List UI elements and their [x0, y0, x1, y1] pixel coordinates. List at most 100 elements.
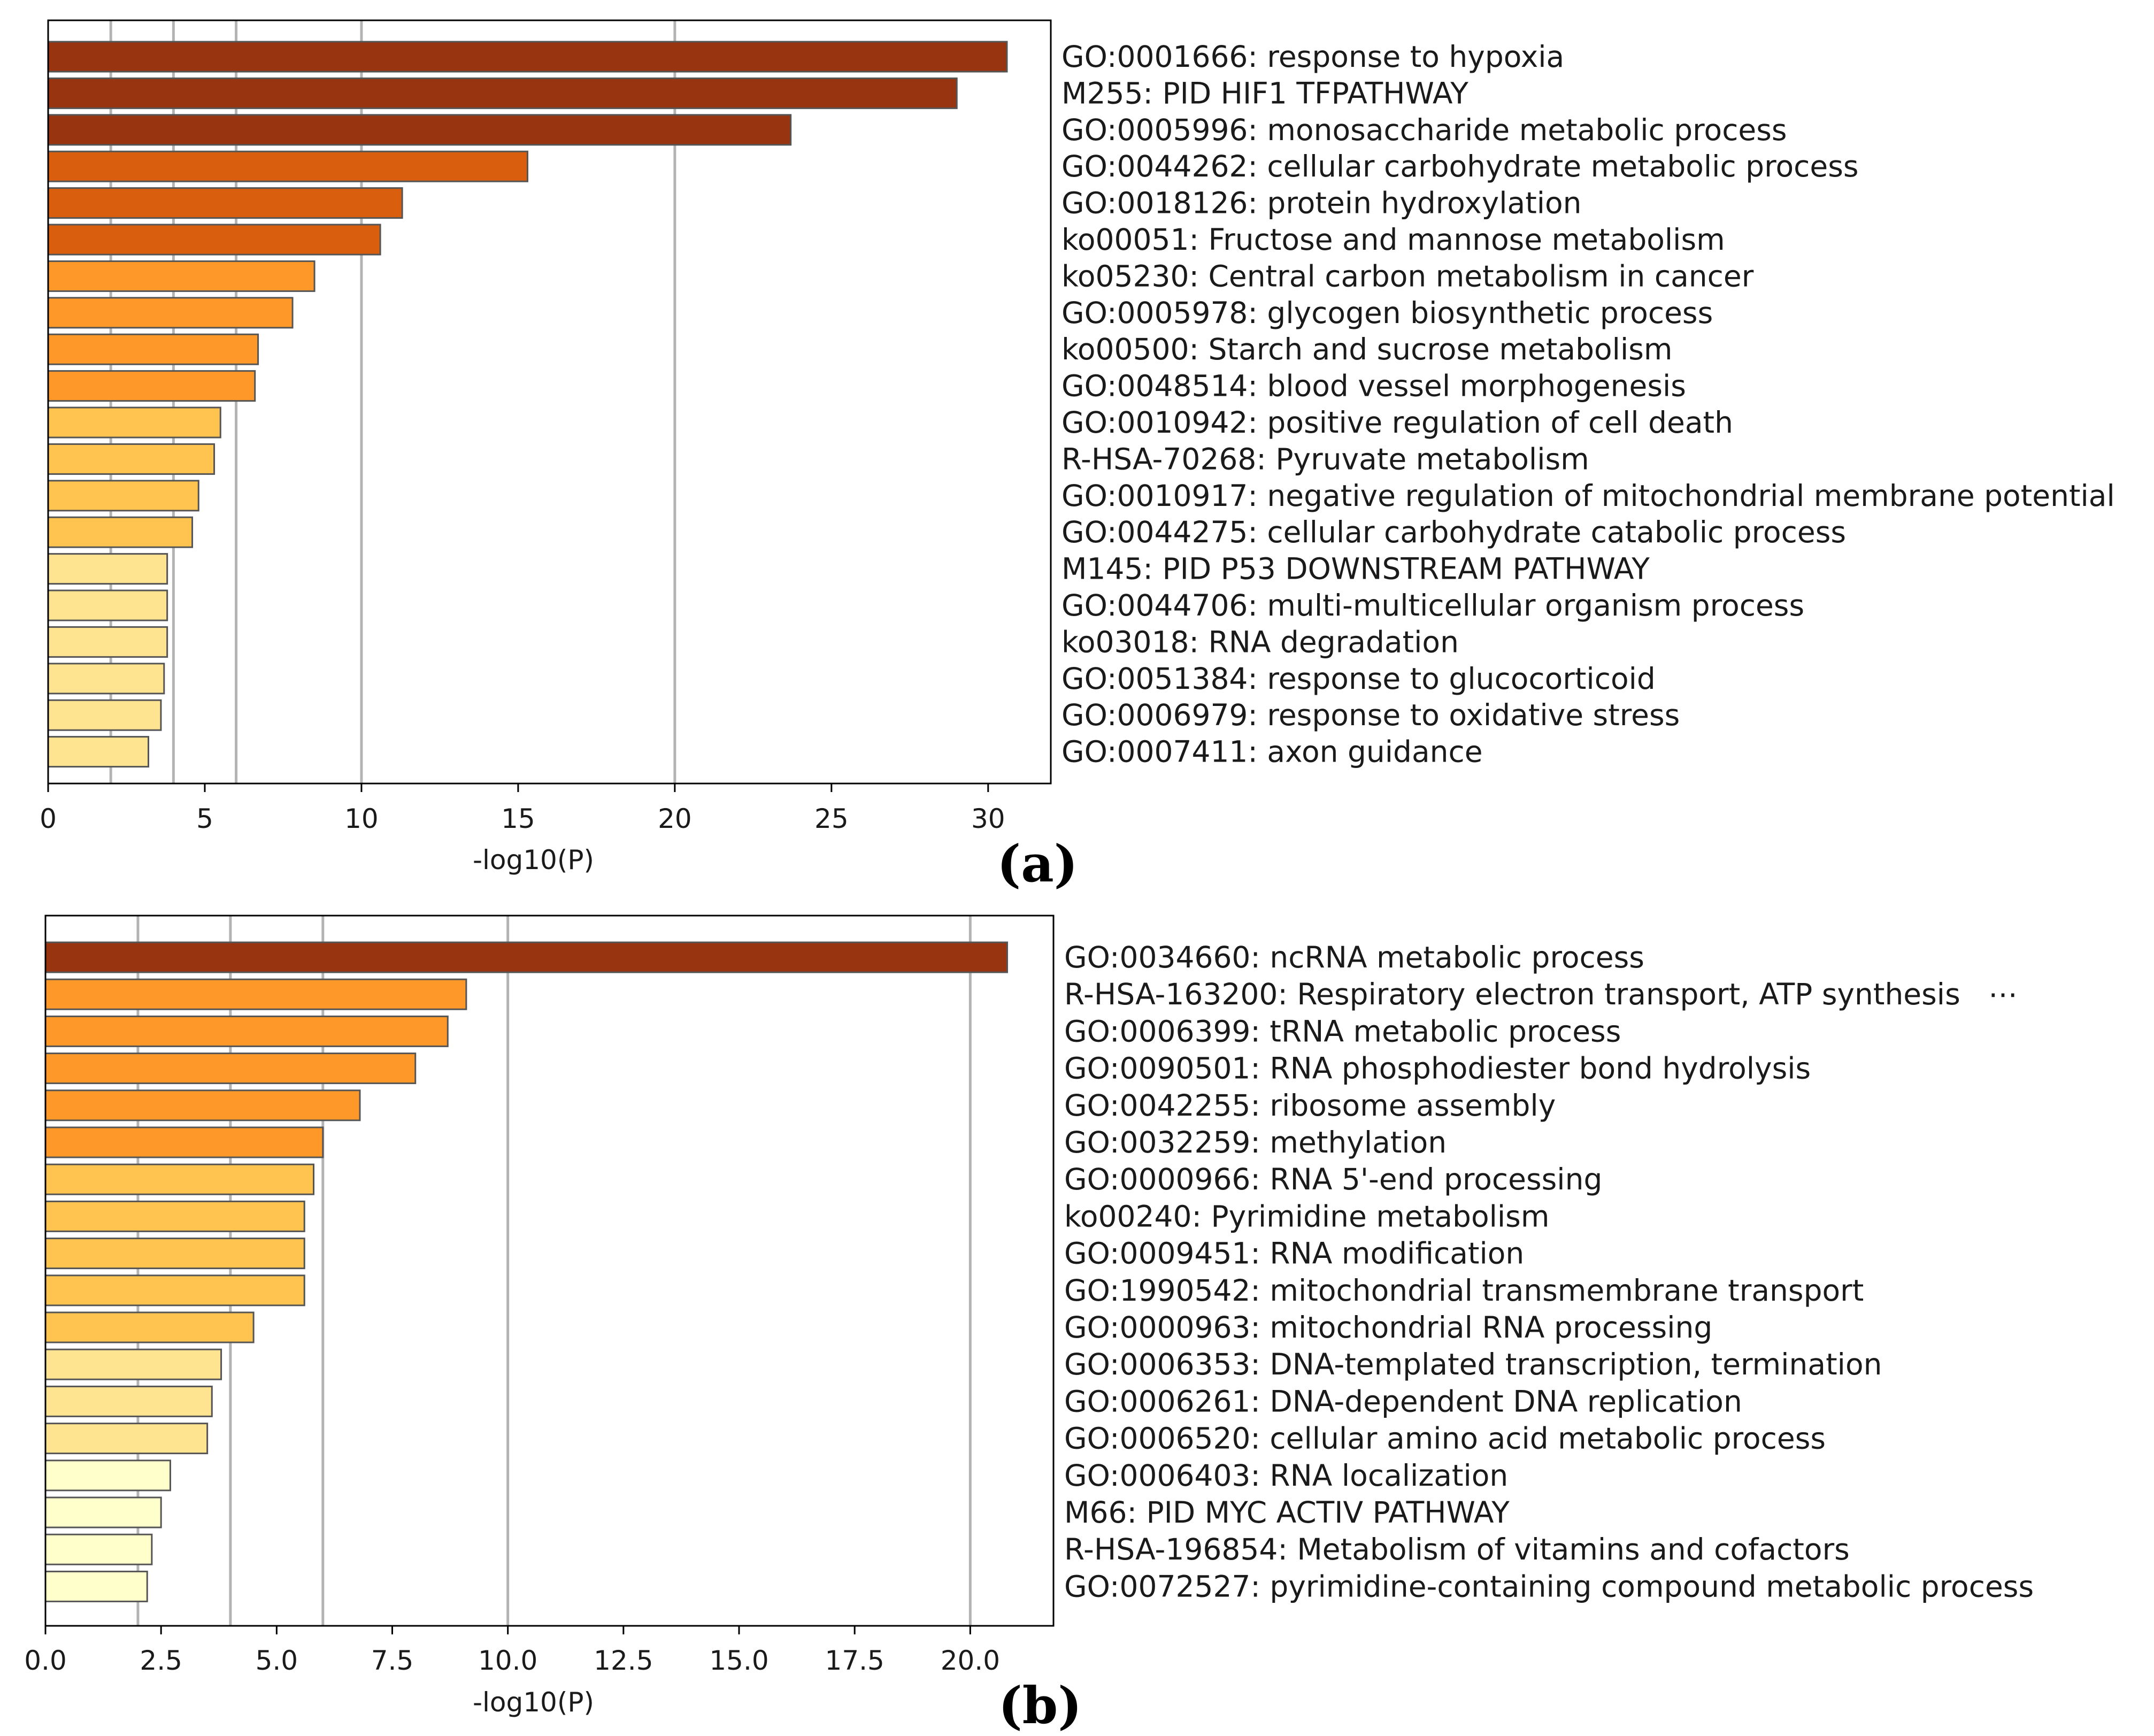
- panel-b-term-label: GO:1990542: mitochondrial transmembrane …: [1064, 1273, 1864, 1308]
- panel-b-bar: [44, 1200, 305, 1232]
- panel-a-x-tick-label: 30: [971, 803, 1005, 834]
- panel-b-bar: [44, 1348, 222, 1380]
- panel-a-bar: [47, 406, 221, 439]
- panel-a-term-label: M145: PID P53 DOWNSTREAM PATHWAY: [1061, 552, 1650, 586]
- panel-a-x-tick-label: 15: [501, 803, 535, 834]
- panel-a-bar: [47, 480, 199, 512]
- panel-a-bar: [47, 224, 381, 256]
- panel-a-bar: [47, 260, 316, 292]
- panel-b-bar: [44, 1311, 255, 1343]
- panel-b-term-label: GO:0009451: RNA modification: [1064, 1236, 1524, 1271]
- panel-b-bar: [44, 1274, 305, 1307]
- panel-b-bar: [44, 1460, 171, 1492]
- panel-b-panel-label: (b): [998, 1676, 1082, 1735]
- panel-a-bar: [47, 187, 403, 219]
- panel-a-bar: [47, 41, 1008, 73]
- panel-a-bar: [47, 516, 194, 548]
- panel-b-bar: [44, 978, 467, 1010]
- panel-b-bar: [44, 1238, 305, 1270]
- panel-a-x-axis-label: -log10(P): [473, 844, 594, 875]
- panel-a-term-label: GO:0051384: response to glucocorticoid: [1061, 662, 1656, 696]
- panel-b-x-tick-label: 7.5: [371, 1645, 414, 1676]
- panel-a-bar: [47, 333, 259, 365]
- panel-b-bar: [44, 1570, 148, 1602]
- panel-b-x-tick-label: 17.5: [825, 1645, 884, 1676]
- panel-b-bar: [44, 1496, 162, 1528]
- panel-b-term-label: GO:0006520: cellular amino acid metaboli…: [1064, 1422, 1826, 1456]
- panel-a-bar: [47, 553, 168, 585]
- panel-b-x-axis-label: -log10(P): [473, 1687, 594, 1718]
- panel-b-term-label: GO:0042255: ribosome assembly: [1064, 1088, 1556, 1123]
- panel-b-term-label: R-HSA-163200: Respiratory electron trans…: [1064, 977, 2018, 1011]
- panel-b-term-label: GO:0006403: RNA localization: [1064, 1458, 1508, 1493]
- panel-b-term-label: M66: PID MYC ACTIV PATHWAY: [1064, 1495, 1510, 1530]
- panel-a-term-label: GO:0010917: negative regulation of mitoc…: [1061, 479, 2115, 513]
- panel-b-term-label: GO:0006353: DNA-templated transcription,…: [1064, 1347, 1882, 1381]
- panel-b-bar: [44, 1423, 209, 1455]
- panel-a-term-label: GO:0010942: positive regulation of cell …: [1061, 405, 1733, 440]
- panel-a-bar: [47, 736, 149, 768]
- panel-a-plot-frame: [47, 19, 1052, 785]
- panel-b-bar: [44, 1126, 324, 1158]
- panel-a-term-label: ko00500: Starch and sucrose metabolism: [1061, 332, 1672, 366]
- panel-b-x-tick-label: 5.0: [256, 1645, 298, 1676]
- panel-b-term-label: ko00240: Pyrimidine metabolism: [1064, 1199, 1549, 1233]
- panel-b-term-label: GO:0034660: ncRNA metabolic process: [1064, 940, 1644, 974]
- panel-a-bar: [47, 589, 168, 621]
- panel-a-x-tick-label: 20: [658, 803, 692, 834]
- panel-b-term-label: GO:0000963: mitochondrial RNA processing: [1064, 1310, 1712, 1345]
- panel-a-term-label: R-HSA-70268: Pyruvate metabolism: [1061, 442, 1589, 476]
- panel-a-bar: [47, 443, 216, 475]
- panel-b-term-label: GO:0072527: pyrimidine-containing compou…: [1064, 1569, 2034, 1603]
- panel-a-term-label: GO:0044275: cellular carbohydrate catabo…: [1061, 515, 1846, 549]
- panel-b-term-label: GO:0032259: methylation: [1064, 1125, 1447, 1159]
- panel-b-bar: [44, 1053, 417, 1085]
- panel-a-bar: [47, 77, 958, 109]
- panel-b-x-tick-label: 12.5: [594, 1645, 653, 1676]
- panel-a-term-label: ko00051: Fructose and mannose metabolism: [1061, 222, 1725, 257]
- panel-a-x-tick-label: 5: [196, 803, 213, 834]
- panel-b-term-label: GO:0006399: tRNA metabolic process: [1064, 1014, 1621, 1048]
- panel-a-x-tick-label: 0: [40, 803, 57, 834]
- panel-b-x-tick-label: 0.0: [24, 1645, 67, 1676]
- panel-b-term-label: R-HSA-196854: Metabolism of vitamins and…: [1064, 1532, 1850, 1566]
- panel-b-x-tick-label: 15.0: [709, 1645, 768, 1676]
- panel-a-bar: [47, 114, 792, 146]
- panel-a-term-label: GO:0006979: response to oxidative stress: [1061, 698, 1680, 732]
- panel-a-bar: [47, 297, 294, 329]
- panel-a-term-label: GO:0001666: response to hypoxia: [1061, 40, 1564, 74]
- panel-a-term-label: GO:0007411: axon guidance: [1061, 735, 1483, 769]
- panel-b-term-label: GO:0090501: RNA phosphodiester bond hydr…: [1064, 1051, 1811, 1086]
- panel-b-bar: [44, 1089, 361, 1122]
- panel-a-term-label: GO:0005996: monosaccharide metabolic pro…: [1061, 113, 1787, 147]
- panel-b-term-label: GO:0006261: DNA-dependent DNA replicatio…: [1064, 1384, 1742, 1418]
- panel-b-x-tick-label: 10.0: [478, 1645, 537, 1676]
- panel-b-x-tick-label: 2.5: [140, 1645, 182, 1676]
- panel-b-chart: GO:0034660: ncRNA metabolic processR-HSA…: [24, 915, 2034, 1735]
- panel-a-term-label: GO:0048514: blood vessel morphogenesis: [1061, 369, 1686, 403]
- panel-b-bar: [44, 1163, 315, 1195]
- panel-b-bar: [44, 941, 1009, 973]
- panel-a-bar: [47, 626, 168, 658]
- panel-b-x-tick-label: 20.0: [941, 1645, 1000, 1676]
- panel-a-bar: [47, 699, 162, 731]
- panel-a-term-label: GO:0018126: protein hydroxylation: [1061, 186, 1582, 220]
- panel-a-panel-label: (a): [997, 834, 1078, 894]
- panel-a-term-label: ko05230: Central carbon metabolism in ca…: [1061, 259, 1754, 293]
- panel-a-bar: [47, 150, 528, 182]
- panel-b-bar: [44, 1385, 213, 1417]
- panel-b-bar: [44, 1533, 153, 1565]
- panel-a-term-label: GO:0005978: glycogen biosynthetic proces…: [1061, 296, 1713, 330]
- panel-a-x-tick-label: 25: [814, 803, 849, 834]
- panel-a-x-tick-label: 10: [344, 803, 379, 834]
- panel-a-bar: [47, 663, 165, 695]
- panel-a-term-label: GO:0044706: multi-multicellular organism…: [1061, 588, 1804, 623]
- panel-b-term-label: GO:0000966: RNA 5'-end processing: [1064, 1162, 1602, 1196]
- panel-a-term-label: ko03018: RNA degradation: [1061, 625, 1459, 659]
- panel-b-bar: [44, 1015, 449, 1047]
- panel-b-plot-frame: [44, 915, 1055, 1627]
- panel-a-term-label: GO:0044262: cellular carbohydrate metabo…: [1061, 149, 1859, 183]
- panel-a-bar: [47, 370, 256, 402]
